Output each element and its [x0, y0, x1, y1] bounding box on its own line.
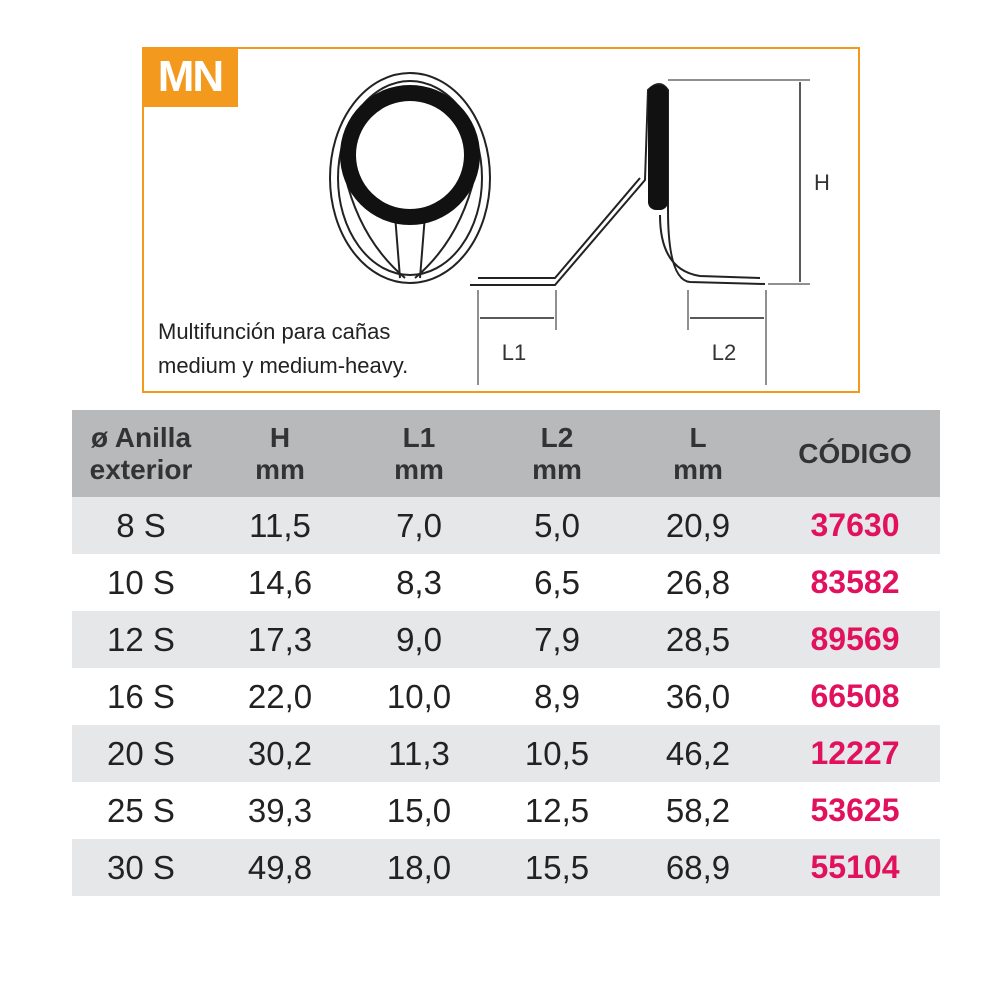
header-text: L1	[402, 421, 436, 453]
table-cell: 7,0	[396, 506, 442, 544]
table-row: 30 S 49,8 18,0 15,5 68,9 55104	[72, 839, 940, 896]
header-text: H	[269, 421, 291, 453]
description-line: medium y medium-heavy.	[158, 353, 409, 378]
description-line: Multifunción para cañas	[158, 319, 391, 344]
header-text: mm	[673, 453, 723, 485]
code-cell: 83582	[810, 564, 900, 600]
table-cell: 28,5	[665, 620, 731, 658]
table-cell: 26,8	[665, 563, 731, 601]
code-cell: 53625	[810, 792, 900, 828]
code-cell: 55104	[810, 849, 900, 885]
table-cell: 11,3	[388, 734, 450, 772]
table-row: 20 S 30,2 11,3 10,5 46,2 12227	[72, 725, 940, 782]
guide-diagram: H L1 L2	[329, 72, 830, 385]
table-cell: 10 S	[107, 563, 175, 601]
table-cell: 15,5	[524, 848, 590, 886]
header-cell: ø Anilla exterior	[72, 422, 210, 486]
header-text: L	[689, 421, 707, 453]
table-row: 8 S 11,5 7,0 5,0 20,9 37630	[72, 497, 940, 554]
header-text: mm	[532, 453, 582, 485]
table-cell: 18,0	[386, 848, 452, 886]
table-cell: 11,5	[249, 506, 311, 544]
product-frame	[142, 47, 860, 393]
table-cell: 10,0	[386, 677, 452, 715]
height-label: H	[814, 170, 830, 195]
table-cell: 8,9	[534, 677, 580, 715]
code-cell: 12227	[810, 735, 900, 771]
table-cell: 9,0	[396, 620, 442, 658]
table-cell: 14,6	[247, 563, 313, 601]
description: Multifunción para cañas medium y medium-…	[158, 315, 408, 383]
table-cell: 46,2	[665, 734, 731, 772]
table-cell: 25 S	[107, 791, 175, 829]
table-cell: 20 S	[107, 734, 175, 772]
table-row: 25 S 39,3 15,0 12,5 58,2 53625	[72, 782, 940, 839]
table-cell: 6,5	[534, 563, 580, 601]
model-badge: MN	[142, 47, 238, 107]
table-cell: 12 S	[107, 620, 175, 658]
table-cell: 39,3	[247, 791, 313, 829]
header-cell: L1 mm	[350, 422, 488, 486]
l1-label: L1	[502, 340, 526, 365]
table-cell: 30 S	[107, 848, 175, 886]
table-cell: 20,9	[665, 506, 731, 544]
code-cell: 37630	[810, 507, 900, 543]
table-cell: 22,0	[247, 677, 313, 715]
header-cell: CÓDIGO	[770, 438, 940, 470]
table-cell: 30,2	[247, 734, 313, 772]
code-cell: 89569	[810, 621, 900, 657]
table-cell: 5,0	[534, 506, 580, 544]
l2-label: L2	[712, 340, 736, 365]
table-cell: 49,8	[247, 848, 313, 886]
header-text: exterior	[89, 453, 193, 485]
table-cell: 15,0	[386, 791, 452, 829]
table-cell: 16 S	[107, 677, 175, 715]
header-text: CÓDIGO	[798, 437, 912, 469]
table-cell: 7,9	[534, 620, 580, 658]
header-text: ø Anilla	[90, 421, 192, 453]
table-cell: 17,3	[247, 620, 313, 658]
table-row: 16 S 22,0 10,0 8,9 36,0 66508	[72, 668, 940, 725]
table-cell: 68,9	[665, 848, 731, 886]
table-cell: 36,0	[665, 677, 731, 715]
header-text: mm	[394, 453, 444, 485]
table-cell: 8,3	[396, 563, 442, 601]
header-cell: L2 mm	[488, 422, 626, 486]
table-cell: 10,5	[524, 734, 590, 772]
code-cell: 66508	[810, 678, 900, 714]
table-cell: 58,2	[665, 791, 731, 829]
table-row: 10 S 14,6 8,3 6,5 26,8 83582	[72, 554, 940, 611]
header-text: mm	[255, 453, 305, 485]
table-cell: 12,5	[524, 791, 590, 829]
table-row: 12 S 17,3 9,0 7,9 28,5 89569	[72, 611, 940, 668]
table-cell: 8 S	[116, 506, 166, 544]
header-text: L2	[540, 421, 574, 453]
